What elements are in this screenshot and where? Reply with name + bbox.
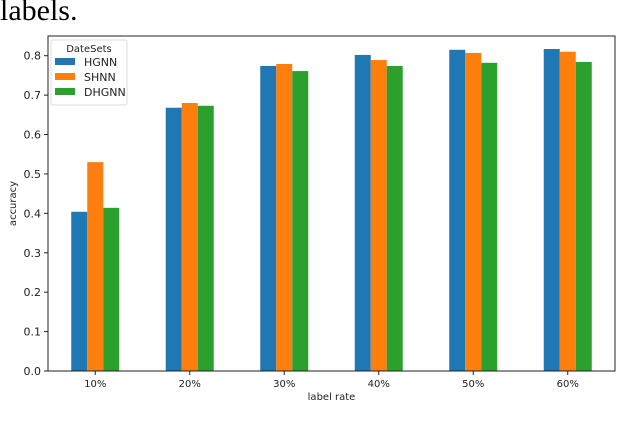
bar-shnn-0 bbox=[87, 162, 104, 371]
legend-swatch-hgnn bbox=[55, 58, 75, 65]
bar-shnn-5 bbox=[559, 51, 576, 371]
bar-hgnn-4 bbox=[449, 49, 466, 371]
bar-hgnn-1 bbox=[165, 107, 182, 372]
x-tick-label: 30% bbox=[273, 379, 295, 390]
bar-shnn-3 bbox=[370, 60, 387, 372]
bar-dhgnn-3 bbox=[386, 65, 403, 371]
x-tick-label: 60% bbox=[557, 379, 579, 390]
x-tick-label: 10% bbox=[84, 379, 106, 390]
y-tick-label: 0.4 bbox=[24, 207, 42, 220]
bar-shnn-2 bbox=[276, 63, 293, 371]
legend-swatch-dhgnn bbox=[55, 88, 75, 95]
y-tick-label: 0.3 bbox=[24, 247, 42, 260]
bar-shnn-1 bbox=[181, 103, 198, 371]
bar-dhgnn-0 bbox=[103, 207, 120, 371]
plot-frame bbox=[47, 35, 616, 372]
bar-hgnn-2 bbox=[260, 65, 277, 371]
caption-text: labels. bbox=[0, 0, 78, 27]
legend-label-hgnn: HGNN bbox=[84, 56, 117, 69]
legend-label-dhgnn: DHGNN bbox=[84, 86, 126, 99]
legend-label-shnn: SHNN bbox=[84, 71, 116, 84]
y-tick-label: 0.5 bbox=[24, 168, 42, 181]
x-tick-label: 50% bbox=[462, 379, 484, 390]
bar-hgnn-3 bbox=[354, 54, 371, 371]
legend-title: DateSets bbox=[66, 44, 112, 55]
y-tick-label: 0.2 bbox=[24, 286, 42, 299]
bar-hgnn-5 bbox=[543, 49, 560, 371]
x-axis-label: label rate bbox=[308, 392, 356, 403]
y-tick-label: 0.1 bbox=[24, 326, 42, 339]
bar-dhgnn-5 bbox=[575, 62, 592, 371]
bar-dhgnn-2 bbox=[292, 71, 309, 371]
bar-dhgnn-4 bbox=[481, 62, 498, 372]
y-tick-label: 0.6 bbox=[24, 129, 42, 142]
bar-hgnn-0 bbox=[71, 211, 88, 371]
y-tick-label: 0.8 bbox=[24, 50, 42, 63]
y-axis-label: accuracy bbox=[8, 181, 19, 226]
legend-swatch-shnn bbox=[55, 73, 75, 80]
x-tick-label: 40% bbox=[368, 379, 390, 390]
y-tick-label: 0.7 bbox=[24, 89, 42, 102]
bar-dhgnn-1 bbox=[197, 105, 214, 372]
x-tick-label: 20% bbox=[179, 379, 201, 390]
y-tick-label: 0.0 bbox=[24, 365, 42, 378]
bar-shnn-4 bbox=[465, 52, 482, 372]
